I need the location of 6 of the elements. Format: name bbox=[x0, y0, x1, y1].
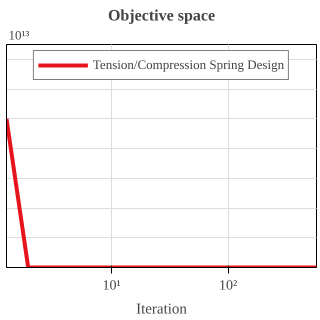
x-tick-label: 10¹ bbox=[102, 278, 121, 294]
x-axis-title: Iteration bbox=[136, 302, 188, 318]
x-tick-label: 10² bbox=[218, 278, 238, 294]
legend-label: Tension/Compression Spring Design bbox=[92, 57, 284, 73]
chart-title: Objective space bbox=[108, 8, 216, 24]
text: 10¹³ bbox=[8, 28, 30, 42]
